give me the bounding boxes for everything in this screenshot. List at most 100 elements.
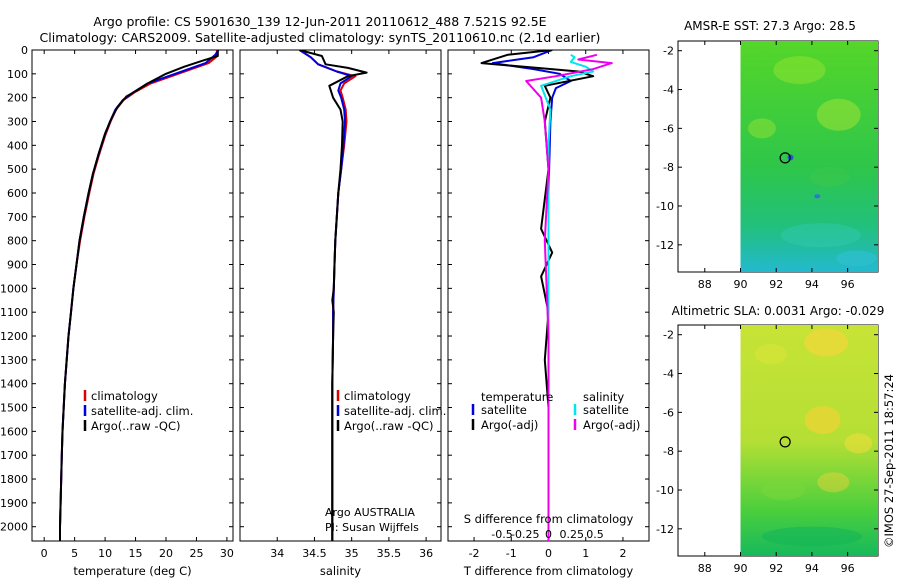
diff-stick-label: -0.25 bbox=[511, 528, 539, 541]
imos-credit: ©IMOS 27-Sep-2011 18:57:24 bbox=[882, 374, 896, 548]
temperature-series-argo-raw-qc- bbox=[59, 50, 219, 541]
pi-annotation: PI: Susan Wijffels bbox=[325, 521, 419, 534]
map-ytick-label: -6 bbox=[663, 122, 674, 135]
difference-xtick-label: 2 bbox=[619, 547, 626, 560]
temperature-xtick-label: 10 bbox=[98, 547, 112, 560]
temperature-plot-frame bbox=[31, 49, 234, 542]
salinity-legend-label: climatology bbox=[344, 389, 411, 403]
map-ytick-label: -8 bbox=[663, 445, 674, 458]
map-ytick-label: -4 bbox=[663, 84, 674, 97]
temperature-xtick-label: 0 bbox=[41, 547, 48, 560]
salinity-xtick-label: 36 bbox=[419, 547, 433, 560]
difference-xtick-label: -2 bbox=[469, 547, 480, 560]
depth-tick-label: 300 bbox=[7, 116, 28, 129]
salinity-xtick-label: 34.5 bbox=[302, 547, 327, 560]
map-ytick-label: -8 bbox=[663, 161, 674, 174]
depth-tick-label: 700 bbox=[7, 211, 28, 224]
temperature-profile-panel: 0100200300400500600700800900100011001200… bbox=[0, 44, 234, 578]
depth-tick-label: 1300 bbox=[0, 354, 28, 367]
depth-tick-label: 1400 bbox=[0, 378, 28, 391]
sst-field bbox=[740, 41, 878, 272]
depth-tick-label: 400 bbox=[7, 139, 28, 152]
map-xtick-label: 90 bbox=[734, 278, 748, 291]
sla-map-axes: 88 90 92 94 96 -2 -4 -6 -8 -10 -12 bbox=[656, 325, 878, 575]
depth-tick-label: 1700 bbox=[0, 449, 28, 462]
depth-tick-label: 2000 bbox=[0, 521, 28, 534]
sla-field bbox=[740, 325, 878, 556]
map-xtick-label: 92 bbox=[769, 278, 783, 291]
diff-stick-label: 0.25 bbox=[560, 528, 585, 541]
diff-stick-label: 0.5 bbox=[586, 528, 604, 541]
map-field-patch bbox=[747, 118, 776, 139]
sla-map-title: Altimetric SLA: 0.0031 Argo: -0.029 bbox=[672, 304, 885, 318]
sst-map-panel: AMSR-E SST: 27.3 Argo: 28.5 88 90 92 94 96 -2… bbox=[656, 19, 879, 291]
map-field-patch bbox=[814, 194, 821, 199]
difference-series-group bbox=[480, 50, 613, 541]
map-xtick-label: 92 bbox=[769, 562, 783, 575]
map-field-patch bbox=[773, 56, 826, 85]
depth-tick-label: 500 bbox=[7, 163, 28, 176]
diff-legend-label: Argo(-adj) bbox=[481, 418, 538, 432]
map-ytick-label: -10 bbox=[656, 200, 674, 213]
map-field-patch bbox=[754, 344, 787, 365]
difference-xtick-label: 1 bbox=[582, 547, 589, 560]
difference-series-argo-adj- bbox=[525, 53, 613, 541]
map-ytick-label: -12 bbox=[656, 523, 674, 536]
temperature-xtick-label: 25 bbox=[189, 547, 203, 560]
sst-map-axes: 88 90 92 94 96 -2 -4 -6 -8 -10 -12 bbox=[656, 41, 878, 291]
argo-float-marker bbox=[779, 152, 791, 164]
map-xtick-label: 90 bbox=[734, 562, 748, 575]
difference-xtick-label: -1 bbox=[506, 547, 517, 560]
map-field-patch bbox=[836, 250, 877, 267]
map-xtick-label: 96 bbox=[841, 278, 855, 291]
temperature-xtick-label: 30 bbox=[220, 547, 234, 560]
map-ytick-label: -2 bbox=[663, 329, 674, 342]
map-field-patch bbox=[804, 328, 849, 357]
depth-tick-label: 600 bbox=[7, 187, 28, 200]
salinity-legend-label: Argo(..raw -QC) bbox=[344, 419, 434, 433]
diff-legend-label: Argo(-adj) bbox=[583, 418, 640, 432]
difference-xtick-label: 0 bbox=[545, 547, 552, 560]
difference-profile-panel: -2 -1 0 1 2 T difference from climatology temp… bbox=[447, 49, 650, 578]
depth-tick-label: 1600 bbox=[0, 425, 28, 438]
depth-tick-label: 1100 bbox=[0, 306, 28, 319]
figure-title-line1: Argo profile: CS 5901630_139 12-Jun-2011… bbox=[93, 14, 547, 29]
depth-tick-label: 800 bbox=[7, 235, 28, 248]
map-xtick-label: 96 bbox=[841, 562, 855, 575]
map-ytick-label: -12 bbox=[656, 239, 674, 252]
map-xtick-label: 94 bbox=[805, 562, 819, 575]
figure-title-line2: Climatology: CARS2009. Satellite-adjuste… bbox=[39, 30, 601, 45]
difference-xlabel: T difference from climatology bbox=[463, 564, 634, 578]
salinity-profile-panel: 34 34.5 35 35.5 36 salinity climatologysatelli… bbox=[239, 49, 446, 578]
map-field-patch bbox=[817, 472, 850, 493]
salinity-series-group bbox=[299, 50, 368, 541]
temperature-series-group bbox=[59, 50, 220, 541]
map-field-patch bbox=[844, 433, 873, 454]
diff-legend-label: satellite bbox=[583, 403, 629, 417]
map-field-base bbox=[740, 325, 878, 556]
salinity-xtick-label: 34 bbox=[270, 547, 284, 560]
salinity-legend-label: satellite-adj. clim. bbox=[344, 404, 446, 418]
map-ytick-label: -2 bbox=[663, 45, 674, 58]
sla-map-panel: Altimetric SLA: 0.0031 Argo: -0.029 88 90… bbox=[656, 304, 884, 575]
argo-float-marker bbox=[779, 436, 791, 448]
map-field-patch bbox=[761, 480, 806, 500]
depth-tick-label: 1900 bbox=[0, 497, 28, 510]
diff-xlabel-top: S difference from climatology bbox=[464, 512, 634, 526]
depth-tick-label: 1000 bbox=[0, 282, 28, 295]
diff-legend-title-salinity: salinity bbox=[583, 390, 624, 404]
sst-map-title: AMSR-E SST: 27.3 Argo: 28.5 bbox=[684, 19, 856, 33]
map-field-patch bbox=[809, 166, 850, 187]
map-xtick-label: 88 bbox=[698, 278, 712, 291]
salinity-xlabel: salinity bbox=[320, 564, 361, 578]
map-field-patch bbox=[816, 98, 861, 131]
diff-legend-title-temperature: temperature bbox=[481, 390, 553, 404]
map-xtick-label: 94 bbox=[805, 278, 819, 291]
temperature-legend-label: satellite-adj. clim. bbox=[91, 404, 193, 418]
map-ytick-label: -10 bbox=[656, 484, 674, 497]
temperature-xtick-label: 20 bbox=[159, 547, 173, 560]
pi-annotation: Argo AUSTRALIA bbox=[325, 506, 415, 519]
temperature-xlabel: temperature (deg C) bbox=[73, 564, 191, 578]
temperature-legend-label: Argo(..raw -QC) bbox=[91, 419, 181, 433]
